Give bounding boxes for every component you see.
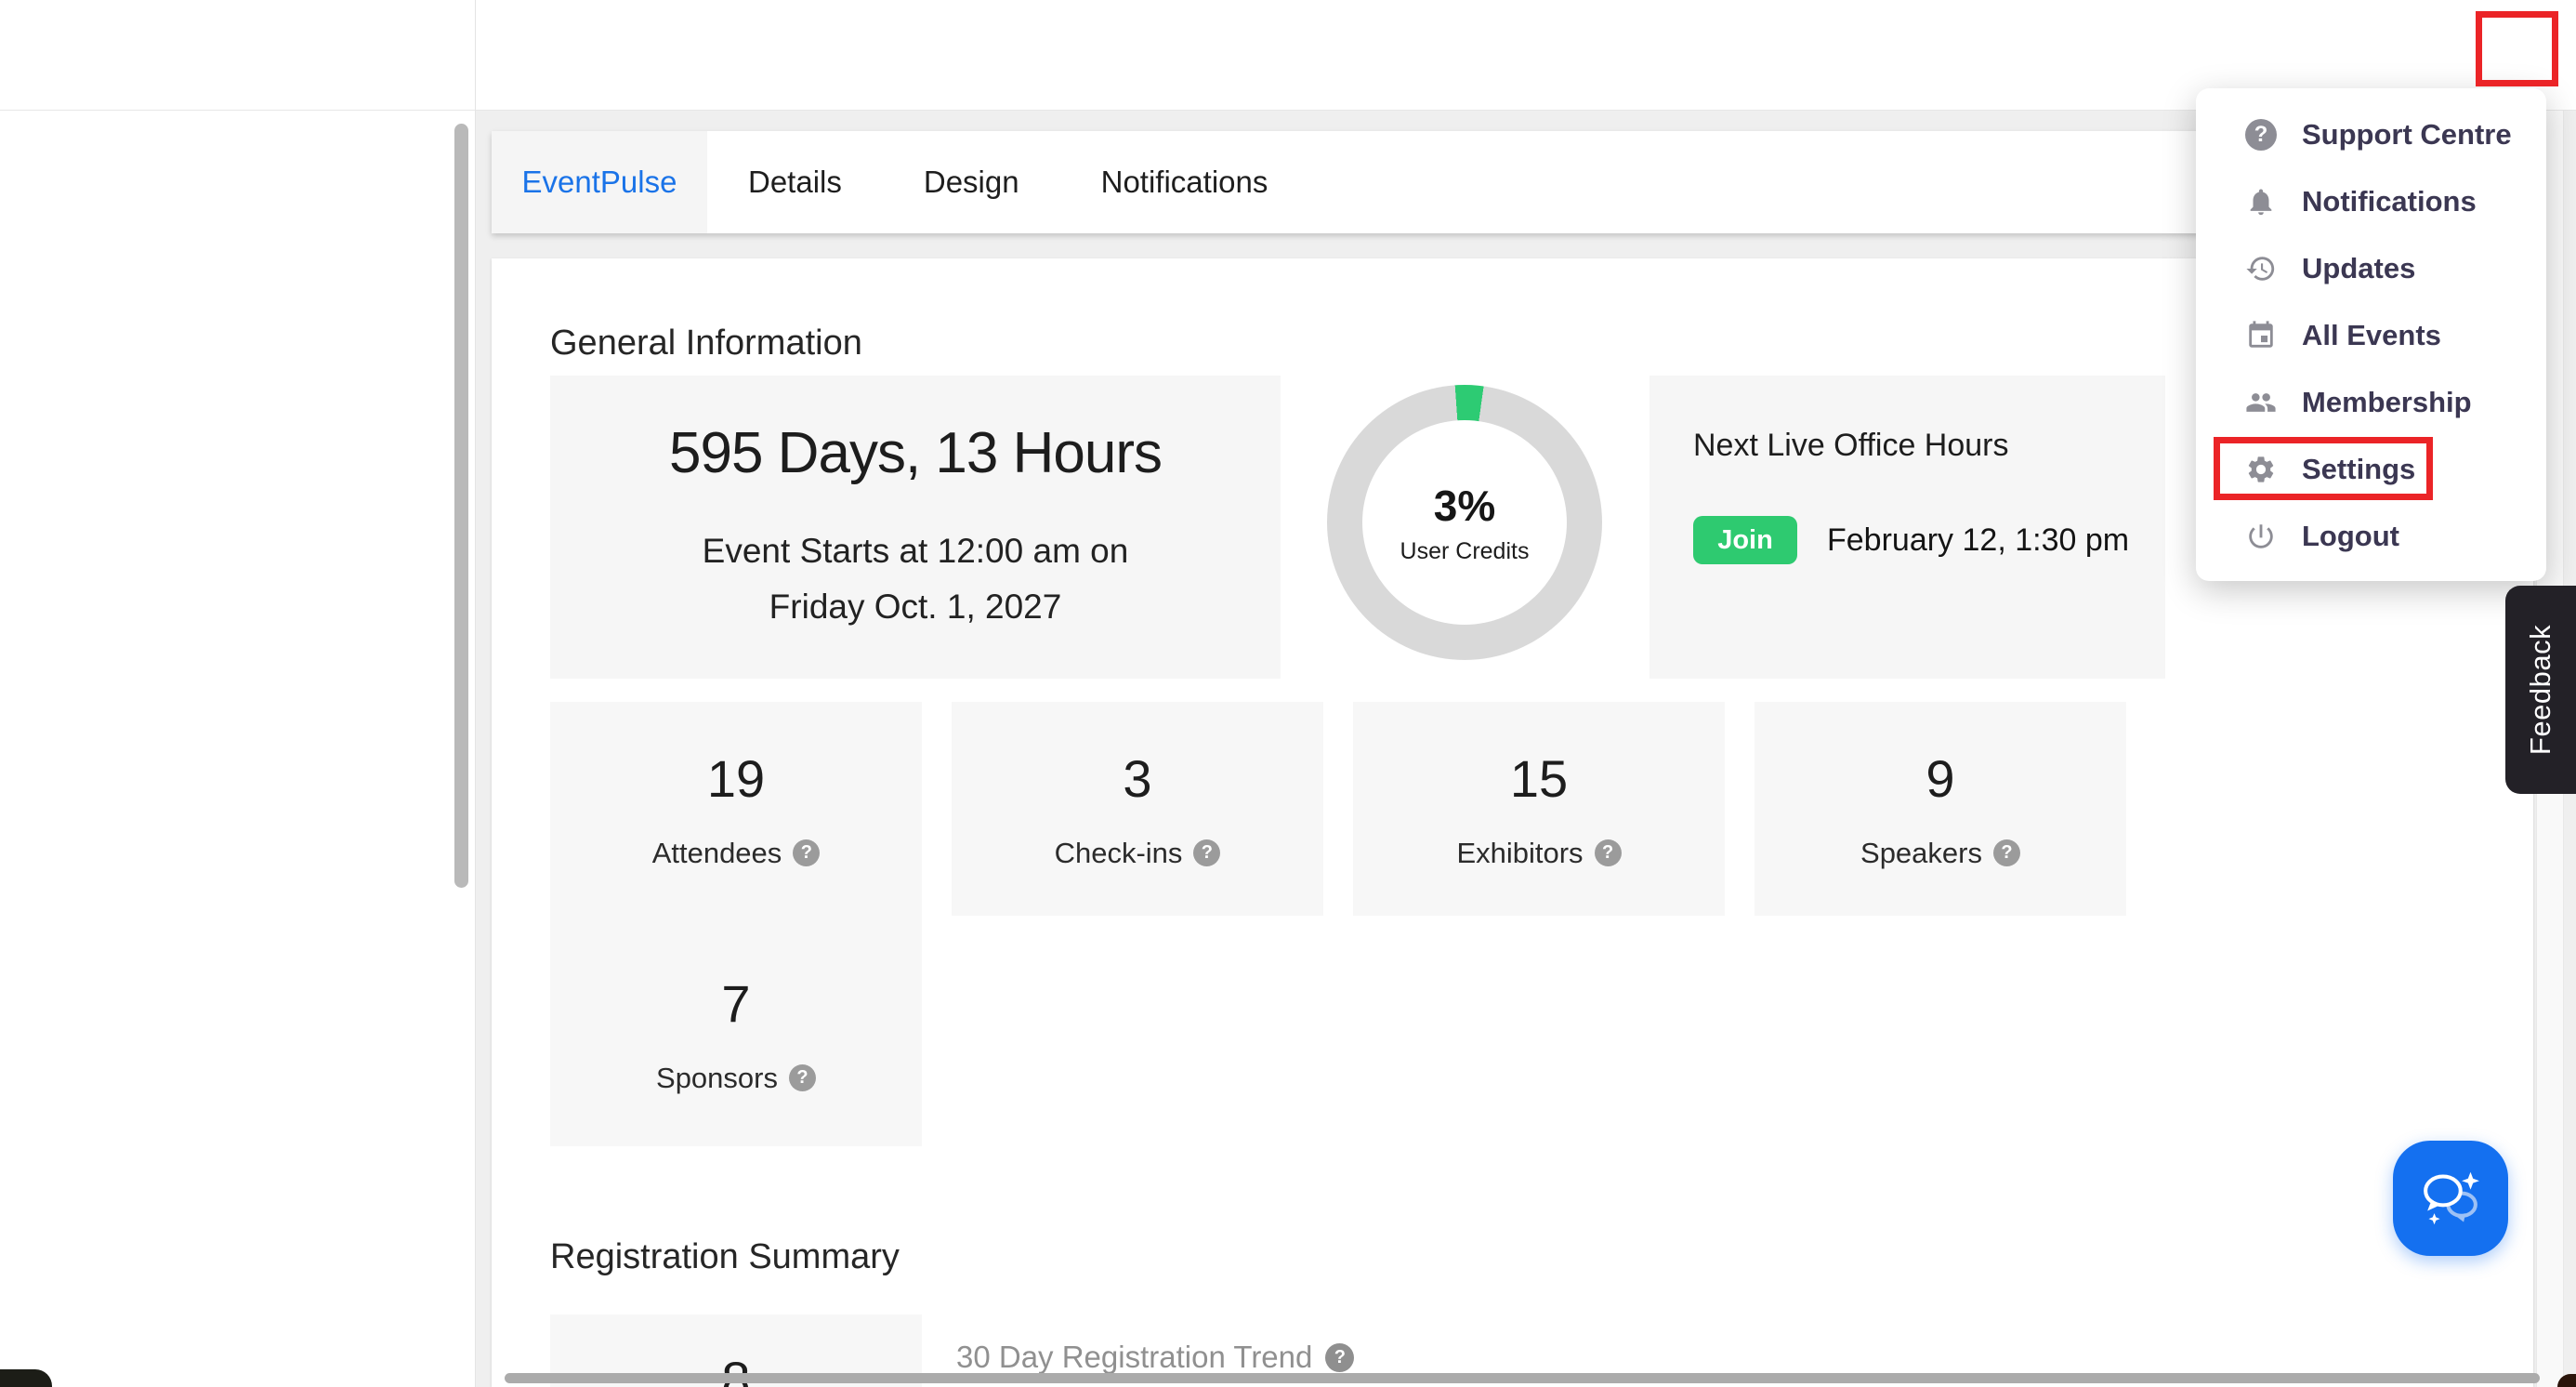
tab-eventpulse[interactable]: EventPulse <box>492 131 707 233</box>
chat-bubble-icon <box>2424 1171 2479 1225</box>
account-dropdown-menu: ? Support Centre Notifications Updates A… <box>2196 88 2546 581</box>
speakers-label: Speakers <box>1860 836 1982 869</box>
sidebar <box>0 111 475 1387</box>
checkins-label: Check-ins <box>1054 836 1183 869</box>
menu-item-updates[interactable]: Updates <box>2196 235 2546 302</box>
top-header <box>0 0 2576 111</box>
feedback-tab[interactable]: Feedback <box>2505 586 2576 794</box>
registration-trend-label: 30 Day Registration Trend ? <box>956 1340 1355 1375</box>
sponsors-label: Sponsors <box>656 1061 778 1094</box>
bell-icon <box>2244 185 2278 218</box>
sidebar-scrollbar[interactable] <box>454 124 468 888</box>
help-icon: ? <box>2244 118 2278 152</box>
chat-launcher-button[interactable] <box>2393 1141 2508 1256</box>
menu-item-membership[interactable]: Membership <box>2196 369 2546 436</box>
power-icon <box>2244 520 2278 553</box>
exhibitors-label: Exhibitors <box>1456 836 1584 869</box>
stat-card-checkins: 3 Check-ins ? <box>952 702 1323 916</box>
feedback-label: Feedback <box>2524 624 2557 756</box>
office-hours-title: Next Live Office Hours <box>1693 428 2009 463</box>
tab-bar: EventPulse Details Design Notifications <box>492 131 2533 233</box>
history-icon <box>2244 252 2278 285</box>
attendees-count: 19 <box>706 748 766 808</box>
help-icon[interactable]: ? <box>1193 839 1221 866</box>
tab-design[interactable]: Design <box>923 165 1019 199</box>
user-credits-label: User Credits <box>1400 537 1530 564</box>
menu-item-logout[interactable]: Logout <box>2196 503 2546 570</box>
countdown-card: 595 Days, 13 Hours Event Starts at 12:00… <box>550 376 1281 679</box>
countdown-line1: Event Starts at 12:00 am on <box>702 531 1129 570</box>
attendees-label: Attendees <box>651 836 782 869</box>
donut-center: 3% User Credits <box>1362 420 1567 625</box>
help-icon[interactable]: ? <box>1325 1342 1355 1372</box>
countdown-line2: Friday Oct. 1, 2027 <box>769 587 1062 626</box>
bottom-left-widget-corner[interactable] <box>0 1369 52 1387</box>
tab-details[interactable]: Details <box>748 165 842 199</box>
user-credits-donut-chart: 3% User Credits <box>1327 385 1602 660</box>
people-icon <box>2244 386 2278 419</box>
sidebar-divider <box>475 0 476 1387</box>
calendar-icon <box>2244 319 2278 352</box>
tab-notifications[interactable]: Notifications <box>1100 165 1268 199</box>
office-hours-card: Next Live Office Hours Join February 12,… <box>1649 376 2165 679</box>
office-hours-date: February 12, 1:30 pm <box>1827 522 2130 558</box>
menu-item-settings[interactable]: Settings <box>2196 436 2546 503</box>
menu-item-all-events[interactable]: All Events <box>2196 302 2546 369</box>
help-icon[interactable]: ? <box>788 1064 816 1091</box>
menu-item-support-centre[interactable]: ? Support Centre <box>2196 101 2546 168</box>
speakers-count: 9 <box>1925 748 1955 808</box>
countdown-headline: 595 Days, 13 Hours <box>669 420 1163 485</box>
bottom-right-widget-corner[interactable] <box>2557 1374 2576 1387</box>
checkins-count: 3 <box>1123 748 1152 808</box>
stat-card-exhibitors: 15 Exhibitors ? <box>1353 702 1725 916</box>
exhibitors-count: 15 <box>1509 748 1569 808</box>
menu-item-notifications[interactable]: Notifications <box>2196 168 2546 235</box>
sponsors-count: 7 <box>721 973 751 1033</box>
general-information-title: General Information <box>550 324 862 363</box>
gear-icon <box>2244 453 2278 486</box>
eventpulse-panel: General Information 595 Days, 13 Hours E… <box>492 258 2533 1387</box>
horizontal-scrollbar[interactable] <box>505 1373 2540 1383</box>
help-icon[interactable]: ? <box>793 839 821 866</box>
join-button[interactable]: Join <box>1693 516 1797 564</box>
stat-card-attendees-sponsors: 19 Attendees ? 7 Sponsors ? <box>550 702 922 1146</box>
stat-card-speakers: 9 Speakers ? <box>1755 702 2126 916</box>
help-icon[interactable]: ? <box>1594 839 1622 866</box>
user-credits-percent: 3% <box>1433 481 1496 530</box>
registration-summary-title: Registration Summary <box>550 1237 900 1276</box>
help-icon[interactable]: ? <box>1992 839 2020 866</box>
